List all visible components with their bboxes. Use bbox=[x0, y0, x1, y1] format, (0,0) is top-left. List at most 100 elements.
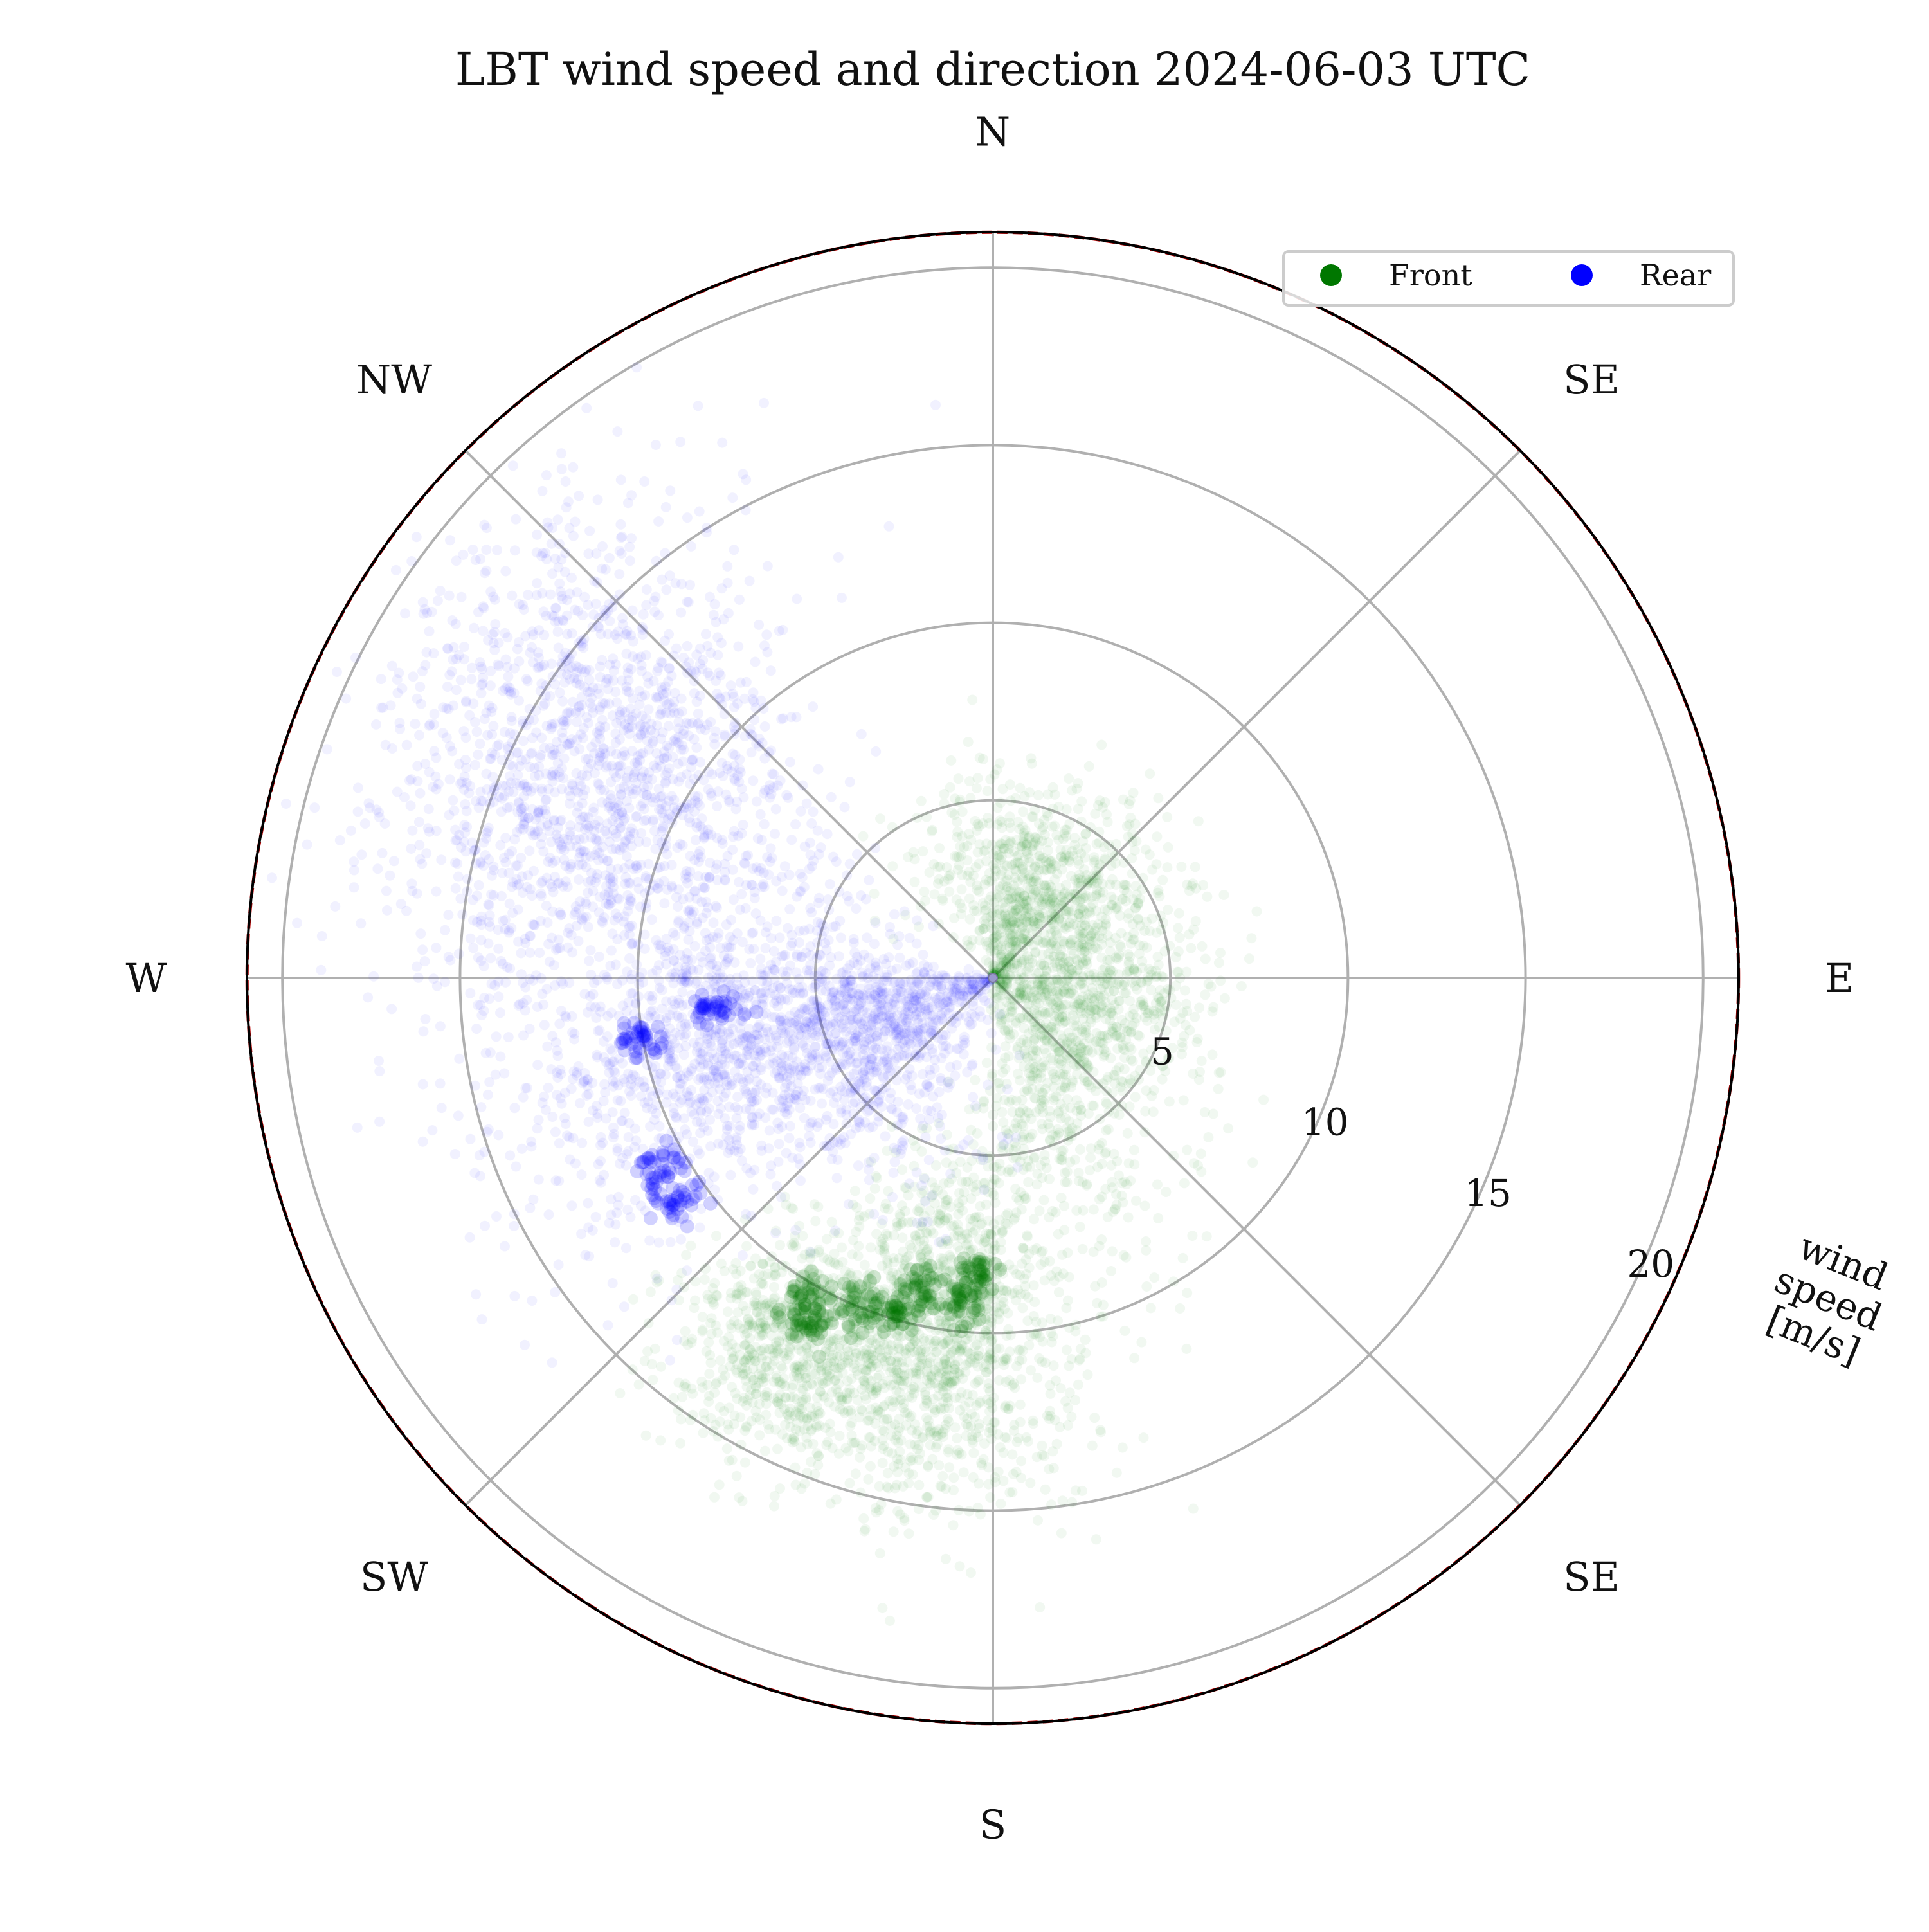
data-point bbox=[1062, 1166, 1073, 1177]
data-point bbox=[953, 1241, 963, 1252]
data-point bbox=[966, 1567, 976, 1578]
data-point bbox=[1153, 793, 1163, 803]
data-point bbox=[1109, 894, 1119, 905]
data-point bbox=[1043, 790, 1053, 800]
data-point bbox=[1029, 1245, 1039, 1255]
data-point bbox=[1100, 1148, 1110, 1159]
data-point bbox=[853, 1241, 864, 1251]
data-point bbox=[1164, 941, 1175, 951]
data-point bbox=[1157, 875, 1168, 885]
data-point bbox=[1029, 1005, 1040, 1015]
data-point bbox=[1040, 829, 1050, 840]
data-point bbox=[750, 1406, 761, 1416]
data-point bbox=[1032, 1169, 1042, 1179]
data-point bbox=[838, 1368, 848, 1378]
data-point bbox=[1097, 1277, 1107, 1288]
data-point bbox=[625, 555, 635, 566]
data-point bbox=[1173, 923, 1183, 934]
data-point bbox=[757, 1259, 768, 1269]
data-point bbox=[888, 1346, 898, 1356]
data-point bbox=[1024, 787, 1035, 797]
data-point bbox=[538, 486, 548, 496]
data-point bbox=[955, 842, 965, 852]
data-point bbox=[948, 1472, 959, 1483]
data-point bbox=[655, 1435, 666, 1445]
data-point bbox=[1213, 1084, 1224, 1094]
data-point bbox=[1103, 817, 1113, 827]
data-point bbox=[1057, 1250, 1067, 1260]
data-point bbox=[450, 825, 460, 835]
data-point bbox=[934, 843, 945, 853]
data-point bbox=[1056, 1528, 1067, 1539]
data-point bbox=[1007, 1449, 1017, 1459]
data-point bbox=[741, 1421, 752, 1431]
data-point bbox=[1060, 1016, 1071, 1027]
data-point bbox=[995, 1499, 1006, 1509]
data-point bbox=[822, 1367, 832, 1377]
data-point bbox=[964, 776, 975, 786]
data-point bbox=[1114, 977, 1124, 987]
data-point bbox=[1145, 849, 1155, 860]
data-point bbox=[843, 1405, 853, 1416]
data-point bbox=[462, 874, 473, 884]
data-point bbox=[850, 1186, 860, 1196]
data-point bbox=[1024, 962, 1035, 972]
data-point bbox=[640, 930, 650, 940]
data-point bbox=[646, 1287, 656, 1297]
data-point bbox=[1058, 1495, 1068, 1506]
data-point bbox=[698, 1428, 709, 1438]
data-point bbox=[1202, 892, 1212, 902]
data-point bbox=[703, 1337, 714, 1348]
data-point bbox=[802, 1468, 812, 1478]
data-point bbox=[751, 1290, 761, 1300]
data-point bbox=[505, 899, 515, 909]
data-point bbox=[1223, 1123, 1233, 1133]
data-point bbox=[711, 1231, 721, 1241]
data-point bbox=[1017, 1119, 1027, 1129]
data-point bbox=[389, 856, 399, 866]
data-point bbox=[865, 1193, 875, 1204]
data-point bbox=[810, 1199, 820, 1209]
data-point bbox=[920, 1387, 930, 1397]
data-point bbox=[414, 817, 424, 827]
data-point bbox=[1114, 996, 1124, 1006]
data-point bbox=[767, 768, 777, 779]
data-point bbox=[835, 1431, 845, 1441]
data-point bbox=[1139, 999, 1149, 1009]
data-point bbox=[377, 848, 388, 858]
data-point bbox=[712, 1328, 723, 1338]
data-point bbox=[967, 695, 977, 705]
data-point bbox=[1058, 1145, 1069, 1155]
data-point bbox=[655, 862, 666, 872]
data-point bbox=[979, 880, 990, 890]
data-point bbox=[918, 1432, 928, 1442]
data-point bbox=[754, 1430, 765, 1440]
data-point bbox=[1029, 1214, 1039, 1224]
data-point bbox=[706, 1358, 716, 1368]
data-point bbox=[775, 1483, 785, 1494]
data-point bbox=[1049, 859, 1059, 869]
data-point bbox=[970, 816, 981, 826]
data-point bbox=[1119, 1250, 1129, 1261]
data-point bbox=[690, 1296, 700, 1306]
data-point bbox=[997, 784, 1008, 794]
data-point bbox=[1089, 1204, 1099, 1214]
data-point bbox=[875, 1548, 885, 1558]
data-point bbox=[930, 1405, 941, 1415]
data-point bbox=[758, 1279, 768, 1290]
data-point bbox=[941, 1554, 951, 1564]
data-point bbox=[715, 1402, 725, 1413]
data-point bbox=[1010, 858, 1020, 868]
data-point bbox=[1062, 1127, 1073, 1137]
data-point bbox=[904, 1250, 914, 1261]
data-point bbox=[773, 1393, 783, 1403]
data-point bbox=[968, 1182, 979, 1192]
data-point bbox=[801, 1362, 811, 1372]
data-point bbox=[1103, 1124, 1114, 1135]
data-point bbox=[1062, 1345, 1072, 1355]
data-point bbox=[1197, 1056, 1207, 1066]
data-point bbox=[752, 797, 762, 807]
data-point bbox=[415, 682, 425, 692]
data-point bbox=[1026, 753, 1036, 763]
data-point bbox=[892, 1218, 902, 1228]
